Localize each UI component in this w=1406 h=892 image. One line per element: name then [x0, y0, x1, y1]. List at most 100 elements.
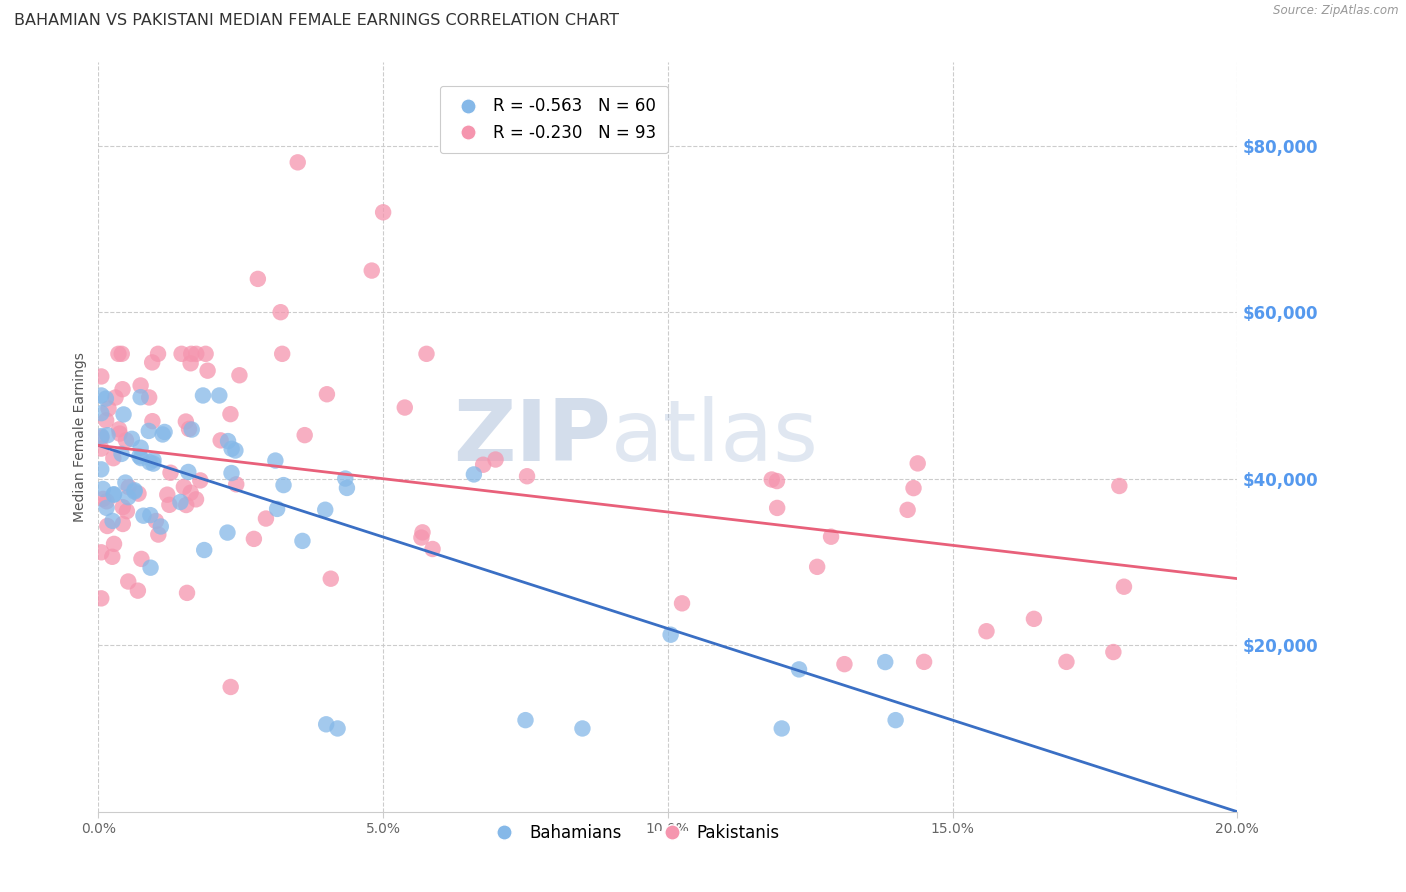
Point	[193, 543, 215, 558]
Point	[152, 427, 174, 442]
Point	[766, 500, 789, 515]
Point	[117, 574, 139, 589]
Point	[101, 549, 124, 564]
Point	[197, 364, 219, 378]
Point	[148, 527, 170, 541]
Point	[124, 483, 146, 498]
Point	[129, 390, 152, 404]
Point	[156, 488, 179, 502]
Point	[221, 442, 243, 456]
Point	[336, 481, 359, 495]
Point	[104, 391, 127, 405]
Point	[96, 519, 118, 533]
Point	[394, 401, 416, 415]
Point	[149, 519, 172, 533]
Point	[761, 473, 783, 487]
Point	[463, 467, 485, 482]
Point	[108, 422, 131, 436]
Point	[127, 583, 149, 598]
Point	[188, 474, 211, 488]
Point	[94, 392, 117, 406]
Point	[976, 624, 998, 639]
Point	[186, 347, 208, 361]
Point	[271, 347, 294, 361]
Point	[219, 407, 242, 421]
Point	[287, 155, 309, 169]
Point	[128, 486, 150, 500]
Point	[219, 680, 242, 694]
Point	[131, 552, 153, 566]
Point	[107, 347, 129, 361]
Point	[184, 492, 207, 507]
Point	[191, 388, 214, 402]
Point	[903, 481, 925, 495]
Point	[217, 525, 239, 540]
Point	[770, 722, 793, 736]
Point	[142, 453, 165, 467]
Point	[820, 530, 842, 544]
Point	[208, 388, 231, 402]
Legend: Bahamians, Pakistanis: Bahamians, Pakistanis	[481, 817, 786, 848]
Point	[264, 453, 287, 467]
Point	[326, 722, 349, 736]
Point	[139, 508, 162, 522]
Text: BAHAMIAN VS PAKISTANI MEDIAN FEMALE EARNINGS CORRELATION CHART: BAHAMIAN VS PAKISTANI MEDIAN FEMALE EARN…	[14, 13, 619, 29]
Point	[217, 434, 239, 448]
Text: ZIP: ZIP	[453, 395, 612, 479]
Point	[96, 500, 118, 515]
Point	[138, 455, 160, 469]
Point	[912, 655, 935, 669]
Point	[90, 388, 112, 402]
Point	[90, 591, 112, 606]
Point	[907, 456, 929, 470]
Point	[270, 305, 292, 319]
Point	[254, 511, 277, 525]
Point	[129, 441, 152, 455]
Point	[157, 498, 180, 512]
Point	[132, 508, 155, 523]
Point	[243, 532, 266, 546]
Point	[121, 432, 143, 446]
Point	[90, 442, 112, 456]
Point	[177, 465, 200, 479]
Point	[145, 514, 167, 528]
Point	[315, 717, 337, 731]
Point	[90, 406, 112, 420]
Point	[224, 443, 246, 458]
Point	[314, 502, 336, 516]
Point	[170, 347, 193, 361]
Point	[128, 450, 150, 464]
Point	[177, 422, 200, 436]
Point	[90, 462, 112, 476]
Point	[316, 387, 339, 401]
Point	[115, 434, 138, 448]
Point	[228, 368, 250, 383]
Point	[411, 531, 433, 545]
Point	[90, 429, 112, 443]
Point	[146, 347, 169, 361]
Point	[141, 414, 163, 428]
Point	[180, 347, 202, 361]
Point	[174, 498, 197, 512]
Point	[176, 586, 198, 600]
Point	[138, 424, 160, 438]
Point	[142, 457, 165, 471]
Point	[766, 474, 789, 488]
Point	[110, 447, 132, 461]
Point	[159, 466, 181, 480]
Point	[516, 469, 538, 483]
Point	[97, 401, 120, 416]
Point	[174, 415, 197, 429]
Point	[94, 413, 117, 427]
Point	[1102, 645, 1125, 659]
Point	[834, 657, 856, 672]
Point	[484, 452, 506, 467]
Point	[266, 502, 288, 516]
Y-axis label: Median Female Earnings: Median Female Earnings	[73, 352, 87, 522]
Point	[411, 525, 433, 540]
Point	[138, 391, 160, 405]
Point	[897, 503, 920, 517]
Point	[194, 347, 217, 361]
Point	[139, 560, 162, 574]
Point	[180, 356, 202, 370]
